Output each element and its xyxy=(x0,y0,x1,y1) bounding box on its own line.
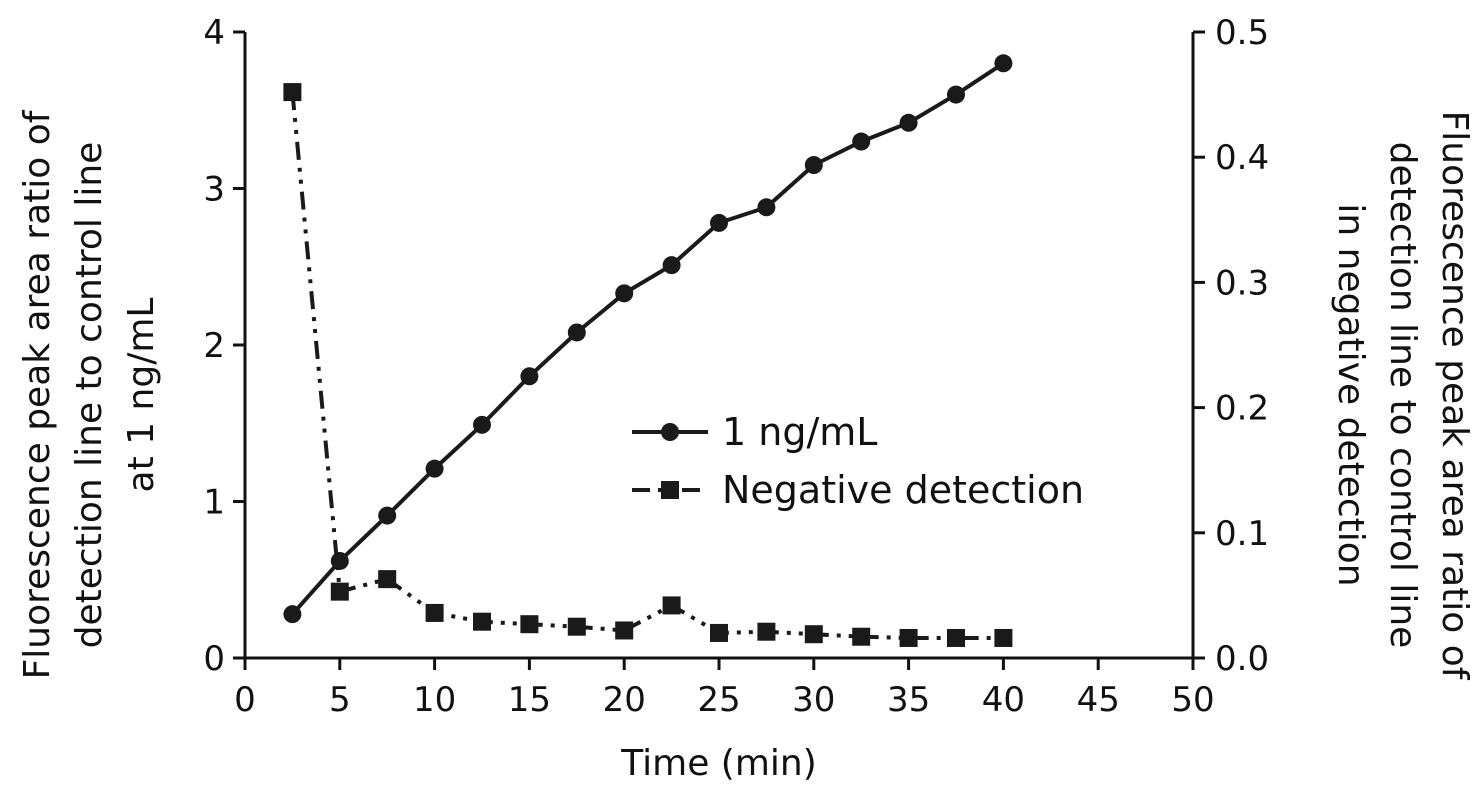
right-y-tick-label: 0.4 xyxy=(1215,138,1269,178)
legend-marker xyxy=(661,423,679,441)
data-point xyxy=(330,582,349,601)
series-layer xyxy=(283,54,1013,647)
left-y-axis-title: Fluorescence peak area ratio of detection… xyxy=(17,109,162,679)
ticks: 0 5 10 15 20 25 30 35 40 45 50 0 1 2 3 4 0.0 0.1 0.2 0.3 0.4… xyxy=(203,13,1269,720)
data-point xyxy=(710,213,728,232)
data-point xyxy=(852,627,871,646)
data-point xyxy=(330,551,349,570)
legend-label: 1 ng/mL xyxy=(722,410,877,454)
x-tick-label: 25 xyxy=(697,680,740,720)
x-tick-label: 35 xyxy=(887,680,930,720)
x-tick-label: 45 xyxy=(1077,680,1120,720)
legend-label: Negative detection xyxy=(722,468,1084,512)
right-y-tick-label: 0.2 xyxy=(1215,389,1269,429)
data-point xyxy=(283,605,302,624)
axes xyxy=(243,32,1195,660)
data-point xyxy=(757,198,776,217)
data-point xyxy=(567,323,586,342)
x-tick-label: 15 xyxy=(508,680,551,720)
data-point xyxy=(520,367,539,386)
x-tick-label: 20 xyxy=(603,680,646,720)
data-point xyxy=(994,54,1013,73)
data-point xyxy=(520,615,539,634)
right-y-tick-label: 0.0 xyxy=(1215,639,1269,679)
data-point xyxy=(425,459,444,478)
left-title-line: at 1 ng/mL xyxy=(121,298,162,493)
right-y-axis-title: Fluorescence peak area ratio of detection… xyxy=(1330,111,1475,681)
right-y-tick-label: 0.1 xyxy=(1215,514,1269,554)
left-y-tick-label: 0 xyxy=(203,639,225,679)
data-point xyxy=(710,623,728,642)
data-point xyxy=(378,570,397,589)
left-y-tick-label: 1 xyxy=(203,483,225,523)
x-tick-label: 30 xyxy=(792,680,835,720)
x-tick-label: 5 xyxy=(329,680,351,720)
right-y-tick-label: 0.3 xyxy=(1215,263,1269,303)
data-point xyxy=(947,85,965,104)
left-title-line: Fluorescence peak area ratio of xyxy=(17,109,58,679)
x-axis-title: Time (min) xyxy=(620,743,817,784)
left-y-tick-label: 2 xyxy=(203,326,225,366)
legend-marker xyxy=(661,481,679,499)
x-tick-label: 0 xyxy=(234,680,256,720)
data-point xyxy=(473,415,491,434)
data-point xyxy=(615,621,634,640)
right-y-tick-label: 0.5 xyxy=(1215,13,1269,53)
data-point xyxy=(852,132,871,151)
right-title-line: in negative detection xyxy=(1330,203,1371,586)
data-point xyxy=(567,617,586,636)
data-point xyxy=(899,628,918,647)
data-point xyxy=(283,83,302,102)
left-y-tick-label: 3 xyxy=(203,170,225,210)
data-point xyxy=(899,113,918,132)
x-tick-label: 40 xyxy=(982,680,1025,720)
data-point xyxy=(662,256,681,275)
data-point xyxy=(615,284,634,303)
data-point xyxy=(804,156,823,175)
data-point xyxy=(994,628,1013,647)
series-line-1 xyxy=(290,61,1005,616)
data-point xyxy=(947,628,965,647)
left-y-tick-label: 4 xyxy=(203,13,225,53)
right-title-line: detection line to control line xyxy=(1382,142,1423,649)
right-title-line: Fluorescence peak area ratio of xyxy=(1434,111,1475,681)
series-line-2 xyxy=(290,91,1004,640)
data-point xyxy=(757,622,776,641)
data-point xyxy=(662,596,681,615)
left-title-line: detection line to control line xyxy=(69,142,110,649)
x-tick-label: 50 xyxy=(1171,680,1214,720)
data-point xyxy=(378,506,397,525)
data-point xyxy=(804,625,823,644)
legend: 1 ng/mL Negative detection xyxy=(632,410,1084,512)
data-point xyxy=(473,612,491,631)
x-tick-label: 10 xyxy=(413,680,456,720)
data-point xyxy=(425,603,444,622)
